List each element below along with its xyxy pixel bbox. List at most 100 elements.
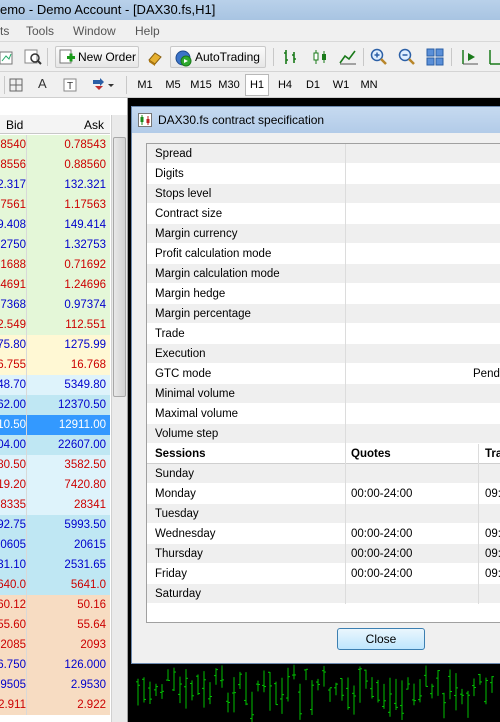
session-row: Friday 00:00-24:00 09: xyxy=(147,564,500,584)
market-watch-row[interactable]: 640.0 5641.0 xyxy=(0,575,110,595)
market-watch-row[interactable]: 6.755 16.768 xyxy=(0,355,110,375)
open-chart-icon[interactable] xyxy=(0,50,14,66)
timeframe-m1[interactable]: M1 xyxy=(137,79,153,91)
trade-column-header[interactable]: Tra xyxy=(485,448,500,460)
new-order-button[interactable]: New Order xyxy=(55,46,139,68)
ask-price: 0.97374 xyxy=(64,299,106,311)
quotes-column-header[interactable]: Quotes xyxy=(351,448,391,460)
bid-price: 88556 xyxy=(0,159,26,171)
market-watch-row[interactable]: 9.408 149.414 xyxy=(0,215,110,235)
spec-row: Margin calculation mode xyxy=(147,264,500,284)
autotrading-button[interactable]: AutoTrading xyxy=(170,46,266,68)
bid-header[interactable]: Bid xyxy=(6,118,24,132)
market-watch-scrollbar[interactable] xyxy=(111,115,127,722)
crosshair-icon[interactable] xyxy=(9,78,23,92)
market-watch-row[interactable]: 2085 2093 xyxy=(0,635,110,655)
auto-scroll-icon[interactable] xyxy=(461,48,479,66)
autotrading-label: AutoTrading xyxy=(195,50,260,64)
session-row: Tuesday xyxy=(147,504,500,524)
market-watch-row[interactable]: 04.00 22607.00 xyxy=(0,435,110,455)
market-watch-row[interactable]: 2.911 2.922 xyxy=(0,695,110,715)
text-label-icon[interactable]: T xyxy=(62,77,78,93)
ask-header[interactable]: Ask xyxy=(84,118,105,132)
window-title-bar[interactable]: emo - Demo Account - [DAX30.fs,H1] xyxy=(0,0,500,20)
ask-price: 55.64 xyxy=(77,619,106,631)
timeframe-mn[interactable]: MN xyxy=(360,79,378,91)
market-watch-row[interactable]: 31.10 2531.65 xyxy=(0,555,110,575)
market-watch-row[interactable]: 88556 0.88560 xyxy=(0,155,110,175)
bid-price: 6.750 xyxy=(0,659,26,671)
spec-label: Spread xyxy=(155,148,193,160)
ask-price: 28341 xyxy=(74,499,106,511)
candlestick-chart xyxy=(136,664,494,722)
market-watch-row[interactable]: 62.00 12370.50 xyxy=(0,395,110,415)
market-watch-row[interactable]: 10.50 12911.00 xyxy=(0,415,110,435)
timeframe-d1[interactable]: D1 xyxy=(305,79,321,91)
metaeditor-icon[interactable] xyxy=(146,49,164,67)
chart-shift-icon[interactable] xyxy=(487,48,500,66)
market-watch-row[interactable]: 48.70 5349.80 xyxy=(0,375,110,395)
market-watch-row[interactable]: 2.549 112.551 xyxy=(0,315,110,335)
ask-price: 0.88560 xyxy=(64,159,106,171)
session-row: Sunday xyxy=(147,464,500,484)
market-watch-row[interactable]: 19.20 7420.80 xyxy=(0,475,110,495)
line-chart-icon[interactable] xyxy=(339,48,357,66)
sessions-column-header[interactable]: Sessions xyxy=(155,448,206,460)
window-title: emo - Demo Account - [DAX30.fs,H1] xyxy=(0,2,216,17)
menu-item-tools-partial[interactable]: ts xyxy=(0,24,10,38)
ask-price: 126.000 xyxy=(64,659,106,671)
menu-item-help[interactable]: Help xyxy=(135,24,160,38)
session-day: Sunday xyxy=(155,468,195,480)
bid-price: 640.0 xyxy=(0,579,26,591)
candlestick-chart-icon[interactable] xyxy=(311,48,329,66)
scrollbar-thumb[interactable] xyxy=(113,137,126,397)
zoom-out-icon[interactable] xyxy=(398,48,416,66)
menu-item-window[interactable]: Window xyxy=(73,24,116,38)
dialog-title-bar[interactable]: DAX30.fs contract specification xyxy=(132,107,500,133)
timeframe-w1[interactable]: W1 xyxy=(332,79,350,91)
market-watch-row[interactable]: 60.12 50.16 xyxy=(0,595,110,615)
bid-price: 32750 xyxy=(0,239,26,251)
market-watch-row[interactable]: 9505 2.9530 xyxy=(0,675,110,695)
zoom-in-icon[interactable] xyxy=(370,48,388,66)
market-watch-row[interactable]: 92.75 5993.50 xyxy=(0,515,110,535)
spec-label: GTC mode xyxy=(155,368,212,380)
market-watch-row[interactable]: 75.80 1275.99 xyxy=(0,335,110,355)
timeframe-m30[interactable]: M30 xyxy=(218,79,240,91)
timeframe-h1[interactable]: H1 xyxy=(245,74,269,96)
bid-price: 75.80 xyxy=(0,339,26,351)
close-button[interactable]: Close xyxy=(337,628,425,650)
bid-price: 48.70 xyxy=(0,379,26,391)
market-watch-row[interactable]: 2.317 132.321 xyxy=(0,175,110,195)
timeframe-h4[interactable]: H4 xyxy=(277,79,293,91)
bar-chart-icon[interactable] xyxy=(282,48,300,66)
market-watch-row[interactable]: 78540 0.78543 xyxy=(0,135,110,155)
spec-row: Margin hedge xyxy=(147,284,500,304)
data-window-icon[interactable] xyxy=(24,48,42,66)
spec-label: Stops level xyxy=(155,188,212,200)
market-watch-row[interactable]: 71688 0.71692 xyxy=(0,255,110,275)
spec-label: Contract size xyxy=(155,208,223,220)
timeframe-m15[interactable]: M15 xyxy=(190,79,212,91)
market-watch-row[interactable]: 6.750 126.000 xyxy=(0,655,110,675)
spec-row: Stops level xyxy=(147,184,500,204)
ask-price: 149.414 xyxy=(64,219,106,231)
sessions-header: Sessions Quotes Tra xyxy=(147,444,500,464)
tile-windows-icon[interactable] xyxy=(426,48,444,66)
bid-price: 31.10 xyxy=(0,559,26,571)
timeframe-m5[interactable]: M5 xyxy=(165,79,181,91)
arrows-dropdown-icon[interactable] xyxy=(91,77,115,93)
market-watch-panel: Bid Ask 78540 0.78543 88556 0.88560 2.317 132… xyxy=(0,98,128,722)
market-watch-row[interactable]: 97368 0.97374 xyxy=(0,295,110,315)
market-watch-row[interactable]: 55.60 55.64 xyxy=(0,615,110,635)
market-watch-row[interactable]: 20605 20615 xyxy=(0,535,110,555)
text-tool-icon[interactable]: A xyxy=(38,76,47,91)
market-watch-row[interactable]: 28335 28341 xyxy=(0,495,110,515)
spec-row: Margin currency xyxy=(147,224,500,244)
market-watch-row[interactable]: 80.50 3582.50 xyxy=(0,455,110,475)
menu-item-tools[interactable]: Tools xyxy=(26,24,55,38)
market-watch-row[interactable]: 32750 1.32753 xyxy=(0,235,110,255)
